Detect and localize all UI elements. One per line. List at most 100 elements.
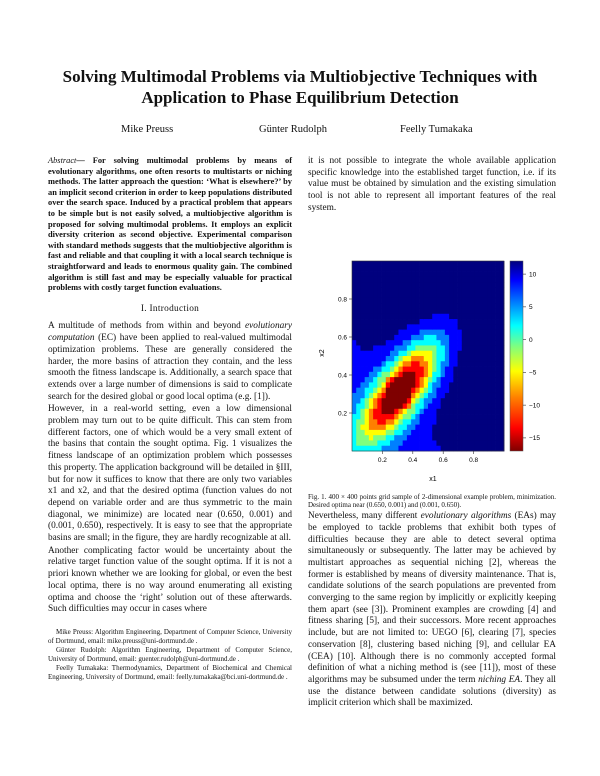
heatmap-cell bbox=[411, 376, 416, 383]
heatmap-cell bbox=[415, 350, 420, 356]
heatmap-cell bbox=[385, 329, 391, 335]
heatmap-cell bbox=[495, 281, 501, 288]
heatmap-cell bbox=[440, 366, 446, 372]
colorbar bbox=[509, 260, 524, 451]
heatmap-cell bbox=[444, 429, 450, 436]
heatmap-cell bbox=[394, 334, 399, 341]
heatmap-cell bbox=[436, 403, 442, 409]
heatmap-cell bbox=[419, 265, 425, 272]
heatmap-cell bbox=[415, 445, 420, 451]
heatmap-cell bbox=[432, 292, 437, 298]
heatmap-cell bbox=[381, 387, 387, 393]
heatmap-cell bbox=[428, 387, 433, 393]
heatmap-cell bbox=[436, 366, 442, 372]
heatmap-cell bbox=[470, 334, 475, 341]
heatmap-cell bbox=[457, 308, 463, 314]
heatmap-cell bbox=[381, 355, 387, 362]
heatmap-cell bbox=[474, 302, 480, 309]
heatmap-cell bbox=[449, 392, 454, 399]
heatmap-cell bbox=[415, 360, 420, 367]
heatmap-cell bbox=[499, 297, 505, 304]
heatmap-cell bbox=[432, 397, 437, 404]
heatmap-cell bbox=[415, 371, 420, 378]
heatmap-cell bbox=[377, 344, 382, 351]
heatmap-cell bbox=[444, 318, 450, 325]
heatmap-cell bbox=[482, 387, 488, 393]
heatmap-cell bbox=[432, 429, 437, 436]
heatmap-cell bbox=[495, 424, 501, 430]
heatmap-cell bbox=[478, 281, 484, 288]
heatmap-cell bbox=[356, 397, 361, 404]
heatmap-cell bbox=[491, 318, 496, 325]
heatmap-cell bbox=[491, 381, 496, 388]
heatmap-cell bbox=[449, 371, 454, 378]
heatmap-cell bbox=[487, 302, 492, 309]
heatmap-cell bbox=[352, 286, 357, 293]
heatmap-cell bbox=[394, 445, 399, 451]
heatmap-cell bbox=[381, 334, 387, 341]
heatmap-cell bbox=[449, 445, 454, 451]
heatmap-cell bbox=[385, 313, 391, 319]
heatmap-cell bbox=[423, 297, 429, 304]
heatmap-cell bbox=[406, 360, 412, 367]
heatmap-cell bbox=[491, 434, 496, 441]
heatmap-cell bbox=[411, 355, 416, 362]
heatmap-cell bbox=[402, 360, 408, 367]
heatmap-cell bbox=[436, 429, 442, 436]
heatmap-cell bbox=[482, 350, 488, 356]
heatmap-cell bbox=[352, 313, 357, 319]
heatmap-cell bbox=[360, 265, 366, 272]
heatmap-cell bbox=[482, 334, 488, 341]
heatmap-cell bbox=[466, 429, 471, 436]
heatmap-cell bbox=[453, 292, 458, 298]
heatmap-cell bbox=[478, 297, 484, 304]
heatmap-cell bbox=[474, 355, 480, 362]
heatmap-cell bbox=[428, 292, 433, 298]
heatmap-cell bbox=[466, 297, 471, 304]
heatmap-cell bbox=[466, 281, 471, 288]
footnote-1: Mike Preuss: Algorithm Engineering, Depa… bbox=[48, 628, 292, 645]
heatmap-cell bbox=[487, 339, 492, 346]
heatmap-cell bbox=[466, 366, 471, 372]
heatmap-cell bbox=[398, 355, 404, 362]
heatmap-cell bbox=[398, 308, 404, 314]
heatmap-cell bbox=[457, 329, 463, 335]
heatmap-cell bbox=[402, 265, 408, 272]
heatmap-cell bbox=[373, 286, 378, 293]
heatmap-cell bbox=[482, 439, 488, 446]
heatmap-cell bbox=[394, 265, 399, 272]
heatmap-cell bbox=[415, 376, 420, 383]
heatmap-cell bbox=[406, 408, 412, 414]
heatmap-cell bbox=[461, 318, 467, 325]
heatmap-cell bbox=[453, 281, 458, 288]
heatmap-cell bbox=[368, 355, 374, 362]
heatmap-cell bbox=[482, 424, 488, 430]
heatmap-cell bbox=[428, 413, 433, 420]
heatmap-cell bbox=[373, 292, 378, 298]
heatmap-cell bbox=[478, 403, 484, 409]
heatmap-cell bbox=[449, 408, 454, 414]
y-tick-label: 0.8 bbox=[338, 296, 347, 303]
heatmap-cell bbox=[470, 381, 475, 388]
heatmap-cell bbox=[428, 297, 433, 304]
heatmap-cell bbox=[453, 424, 458, 430]
heatmap-cell bbox=[449, 334, 454, 341]
heatmap-cell bbox=[495, 302, 501, 309]
heatmap-cell bbox=[356, 329, 361, 335]
heatmap-cell bbox=[381, 286, 387, 293]
heatmap-cell bbox=[470, 439, 475, 446]
abstract-text: — For solving multimodal problems by mea… bbox=[48, 156, 292, 293]
heatmap-cell bbox=[360, 387, 366, 393]
heatmap-cell bbox=[495, 366, 501, 372]
heatmap-cell bbox=[415, 408, 420, 414]
heatmap-cell bbox=[419, 403, 425, 409]
heatmap-cell bbox=[453, 265, 458, 272]
heatmap-cell bbox=[495, 265, 501, 272]
heatmap-cell bbox=[491, 339, 496, 346]
heatmap-cell bbox=[352, 381, 357, 388]
heatmap-cell bbox=[368, 334, 374, 341]
heatmap-cell bbox=[356, 408, 361, 414]
heatmap-cell bbox=[419, 381, 425, 388]
heatmap-cell bbox=[474, 286, 480, 293]
heatmap-cell bbox=[432, 334, 437, 341]
